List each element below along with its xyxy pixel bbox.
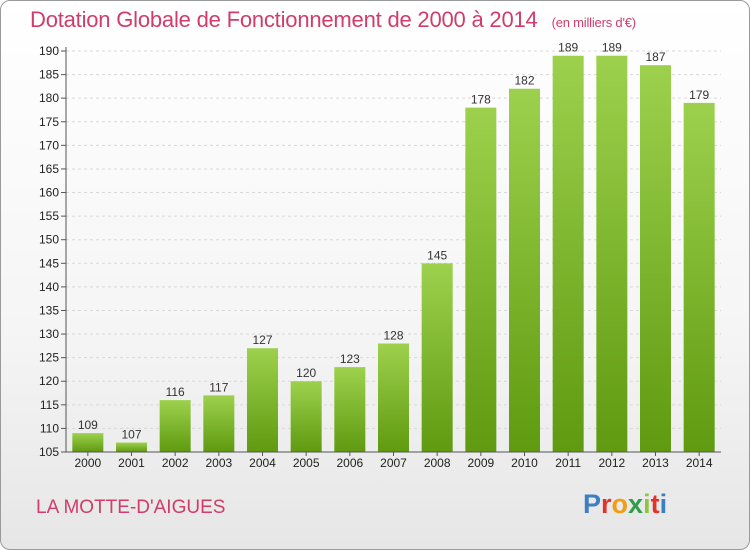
y-tick-label: 125 (39, 351, 59, 365)
chart-title: Dotation Globale de Fonctionnement de 20… (30, 7, 636, 33)
bar-2012 (596, 55, 628, 452)
bar-2007 (378, 343, 409, 452)
y-tick-label: 160 (39, 186, 59, 200)
y-tick-label: 170 (39, 138, 59, 152)
logo-letter: t (650, 489, 660, 519)
data-label-2006: 123 (340, 352, 360, 366)
bar-2000 (72, 433, 104, 452)
logo-letter: i (659, 489, 668, 519)
data-label-2012: 189 (602, 41, 622, 55)
y-tick-label: 150 (39, 233, 59, 247)
logo-letter: o (611, 489, 629, 519)
data-label-2007: 128 (383, 328, 403, 342)
data-label-2008: 145 (427, 248, 447, 262)
x-tick-label-2014: 2014 (686, 456, 713, 470)
y-tick-label: 145 (39, 256, 59, 270)
logo-letter: r (601, 489, 612, 519)
data-label-2014: 179 (689, 88, 709, 102)
logo-letter: i (643, 489, 651, 519)
x-tick-label-2007: 2007 (380, 456, 407, 470)
y-tick-label: 185 (39, 68, 59, 82)
chart-title-text: Dotation Globale de Fonctionnement de 20… (30, 7, 538, 32)
x-tick-label-2012: 2012 (598, 456, 625, 470)
x-tick-label-2003: 2003 (205, 456, 232, 470)
x-tick-label-2011: 2011 (555, 456, 581, 470)
y-tick-label: 105 (39, 445, 59, 459)
data-label-2005: 120 (296, 366, 316, 380)
bar-2010 (509, 88, 540, 452)
x-tick-label-2004: 2004 (249, 456, 276, 470)
y-tick-label: 140 (39, 280, 59, 294)
x-tick-label-2010: 2010 (511, 456, 538, 470)
bar-2013 (640, 65, 671, 452)
logo-letter: x (628, 489, 644, 519)
x-tick-label-2002: 2002 (162, 456, 189, 470)
data-label-2003: 117 (209, 380, 228, 394)
logo-letter: P (583, 489, 602, 519)
bar-2004 (247, 348, 278, 452)
x-tick-label-2001: 2001 (118, 456, 145, 470)
data-label-2002: 116 (166, 385, 185, 399)
bar-2011 (552, 55, 584, 452)
y-tick-label: 165 (39, 162, 59, 176)
data-label-2000: 109 (78, 418, 98, 432)
data-label-2013: 187 (645, 50, 665, 64)
bars: 109 107 116 117 127 120 123 128 145 178 182 189 189 1… (72, 41, 715, 453)
x-tick-label-2006: 2006 (336, 456, 363, 470)
data-label-2001: 107 (121, 428, 141, 442)
chart-unit: (en milliers d'€) (551, 15, 637, 30)
bar-2014 (683, 102, 715, 453)
y-tick-label: 110 (40, 421, 59, 435)
data-label-2011: 189 (558, 41, 578, 55)
bar-2001 (116, 442, 147, 452)
x-tick-label-2009: 2009 (467, 456, 494, 470)
y-tick-label: 180 (39, 91, 59, 105)
y-tick-label: 130 (39, 327, 59, 341)
axes: 105 110 115 120 125 130 135 140 145 150 155 160 165 1… (39, 44, 721, 470)
proxiti-logo: Proxiti (583, 489, 667, 520)
y-tick-label: 155 (39, 209, 59, 223)
commune-name: LA MOTTE-D'AIGUES (36, 497, 226, 518)
bar-2009 (465, 107, 497, 453)
bar-2006 (334, 367, 366, 452)
bar-2005 (290, 381, 322, 452)
bar-2002 (159, 400, 191, 452)
x-tick-label-2000: 2000 (74, 456, 101, 470)
bar-2008 (421, 263, 453, 452)
data-label-2009: 178 (471, 93, 491, 107)
y-tick-label: 135 (39, 303, 59, 317)
data-label-2004: 127 (252, 333, 272, 347)
x-tick-label-2008: 2008 (424, 456, 451, 470)
y-tick-label: 120 (39, 374, 59, 388)
y-tick-label: 115 (40, 398, 59, 412)
x-tick-label-2013: 2013 (642, 456, 669, 470)
y-tick-label: 190 (39, 44, 59, 58)
bar-2003 (203, 395, 235, 452)
y-tick-label: 175 (39, 115, 59, 129)
data-label-2010: 182 (514, 74, 534, 88)
x-tick-label-2005: 2005 (293, 456, 320, 470)
